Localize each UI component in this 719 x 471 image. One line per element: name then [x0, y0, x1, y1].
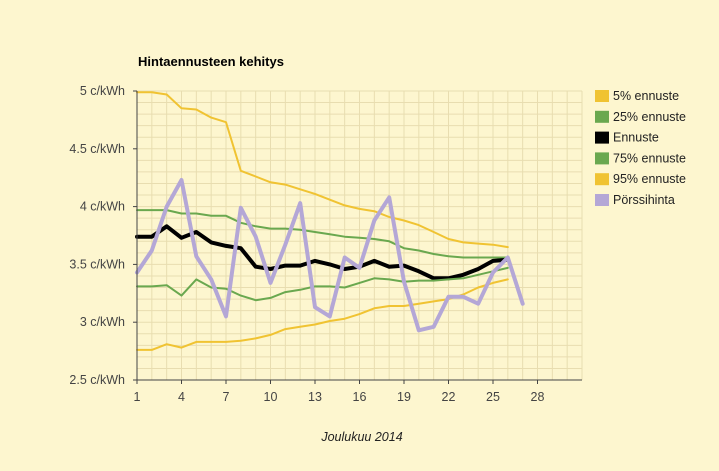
legend-swatch: [595, 152, 609, 165]
x-tick-label: 1: [134, 390, 141, 404]
series-line-2: [136, 209, 509, 259]
series-line-4: [136, 266, 509, 302]
legend-swatch: [595, 131, 609, 144]
legend-swatch: [595, 90, 609, 102]
x-tick-label: 13: [308, 390, 322, 404]
series-line-1: [136, 91, 509, 249]
x-tick-label: 25: [486, 390, 500, 404]
x-tick-label: 7: [223, 390, 230, 404]
legend-label: 5% ennuste: [613, 89, 679, 103]
y-tick-label: 5 c/kWh: [80, 84, 125, 98]
chart-title: Hintaennusteen kehitys: [138, 54, 284, 69]
legend-label: Pörssihinta: [613, 193, 675, 207]
series-layer: [135, 91, 525, 351]
x-tick-label: 4: [178, 390, 185, 404]
y-tick-label: 3 c/kWh: [80, 315, 125, 329]
legend-label: 25% ennuste: [613, 110, 686, 124]
legend-label: 95% ennuste: [613, 172, 686, 186]
x-tick-label: 28: [531, 390, 545, 404]
x-tick-label: 10: [264, 390, 278, 404]
legend-swatch: [595, 110, 609, 123]
x-tick-label: 22: [442, 390, 456, 404]
legend: 5% ennuste 25% ennuste Ennuste 75% ennuste 9…: [595, 89, 686, 207]
y-tick-label: 4 c/kWh: [80, 200, 125, 214]
y-tick-label: 3.5 c/kWh: [69, 257, 125, 271]
series-line-3: [135, 224, 510, 281]
legend-label: Ennuste: [613, 131, 659, 145]
y-tick-label: 4.5 c/kWh: [69, 142, 125, 156]
legend-swatch: [595, 173, 609, 186]
x-tick-label: 19: [397, 390, 411, 404]
series-line-6: [135, 178, 525, 333]
y-tick-label: 2.5 c/kWh: [69, 373, 125, 387]
x-tick-label: 16: [353, 390, 367, 404]
axis-layer: 1 4 7 10 13 16 19 22 25 28 2.5 c/kWh 3 c/kWh 3.5 c/k…: [69, 84, 582, 404]
legend-label: 75% ennuste: [613, 151, 686, 165]
legend-swatch: [595, 194, 609, 206]
x-axis-label: Joulukuu 2014: [320, 430, 402, 444]
